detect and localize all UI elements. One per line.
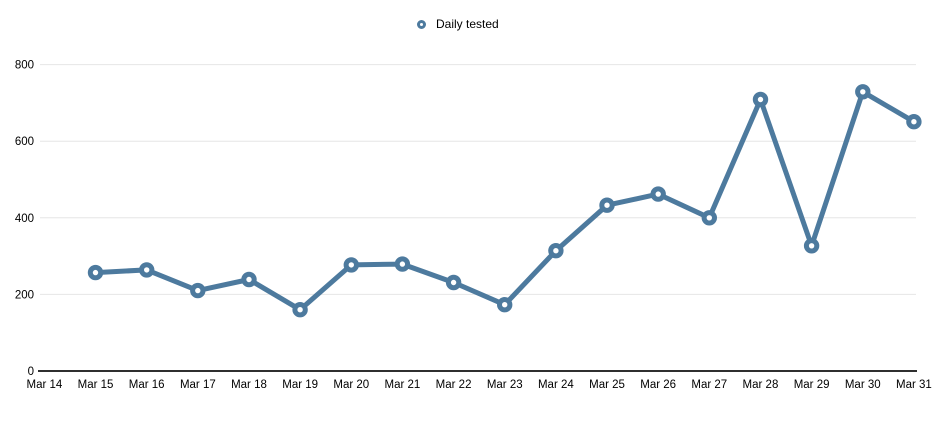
y-axis-label: 200 [15,289,34,301]
data-point-marker[interactable] [855,84,871,100]
data-point-marker[interactable] [650,186,666,202]
x-axis-label: Mar 15 [78,379,114,391]
series-line-daily-tested [93,89,917,313]
data-point-marker[interactable] [394,256,411,272]
x-axis-label: Mar 27 [691,379,727,391]
data-point-marker[interactable] [190,282,206,299]
x-axis-label: Mar 17 [180,379,216,391]
x-axis-label: Mar 22 [436,379,472,391]
series-marker-icon [417,19,426,29]
x-axis-label: Mar 14 [27,379,63,391]
y-axis-label: 0 [28,366,34,378]
x-axis-label: Mar 20 [333,379,369,391]
x-axis-label: Mar 24 [538,379,574,391]
legend-item-daily-tested[interactable]: Daily tested [417,17,499,31]
x-axis-label: Mar 23 [487,379,523,391]
legend: Daily tested [417,17,499,31]
x-axis-label: Mar 26 [640,379,676,391]
data-point-marker[interactable] [803,238,820,254]
x-axis-label: Mar 19 [282,379,318,391]
data-point-marker[interactable] [292,302,308,318]
data-point-marker[interactable] [139,262,155,278]
y-axis-label: 400 [15,213,34,225]
x-axis-label: Mar 29 [794,379,830,391]
data-point-marker[interactable] [548,243,564,259]
x-axis-label: Mar 18 [231,379,267,391]
x-axis-label: Mar 30 [845,379,881,391]
data-point-marker[interactable] [445,274,462,291]
data-point-marker[interactable] [906,114,922,130]
data-point-marker[interactable] [497,297,513,313]
legend-label: Daily tested [436,17,499,31]
data-point-marker[interactable] [343,257,359,273]
x-axis-label: Mar 31 [896,379,932,391]
x-axis-label: Mar 16 [129,379,165,391]
y-axis-label: 800 [15,60,34,72]
data-point-marker[interactable] [599,197,615,213]
y-axis-label: 600 [15,136,34,148]
data-point-marker[interactable] [701,210,717,226]
x-axis-label: Mar 21 [385,379,421,391]
x-axis-label: Mar 28 [743,379,779,391]
data-point-marker[interactable] [752,91,769,108]
data-point-marker[interactable] [87,264,104,281]
x-axis-label: Mar 25 [589,379,625,391]
data-point-marker[interactable] [241,271,257,288]
